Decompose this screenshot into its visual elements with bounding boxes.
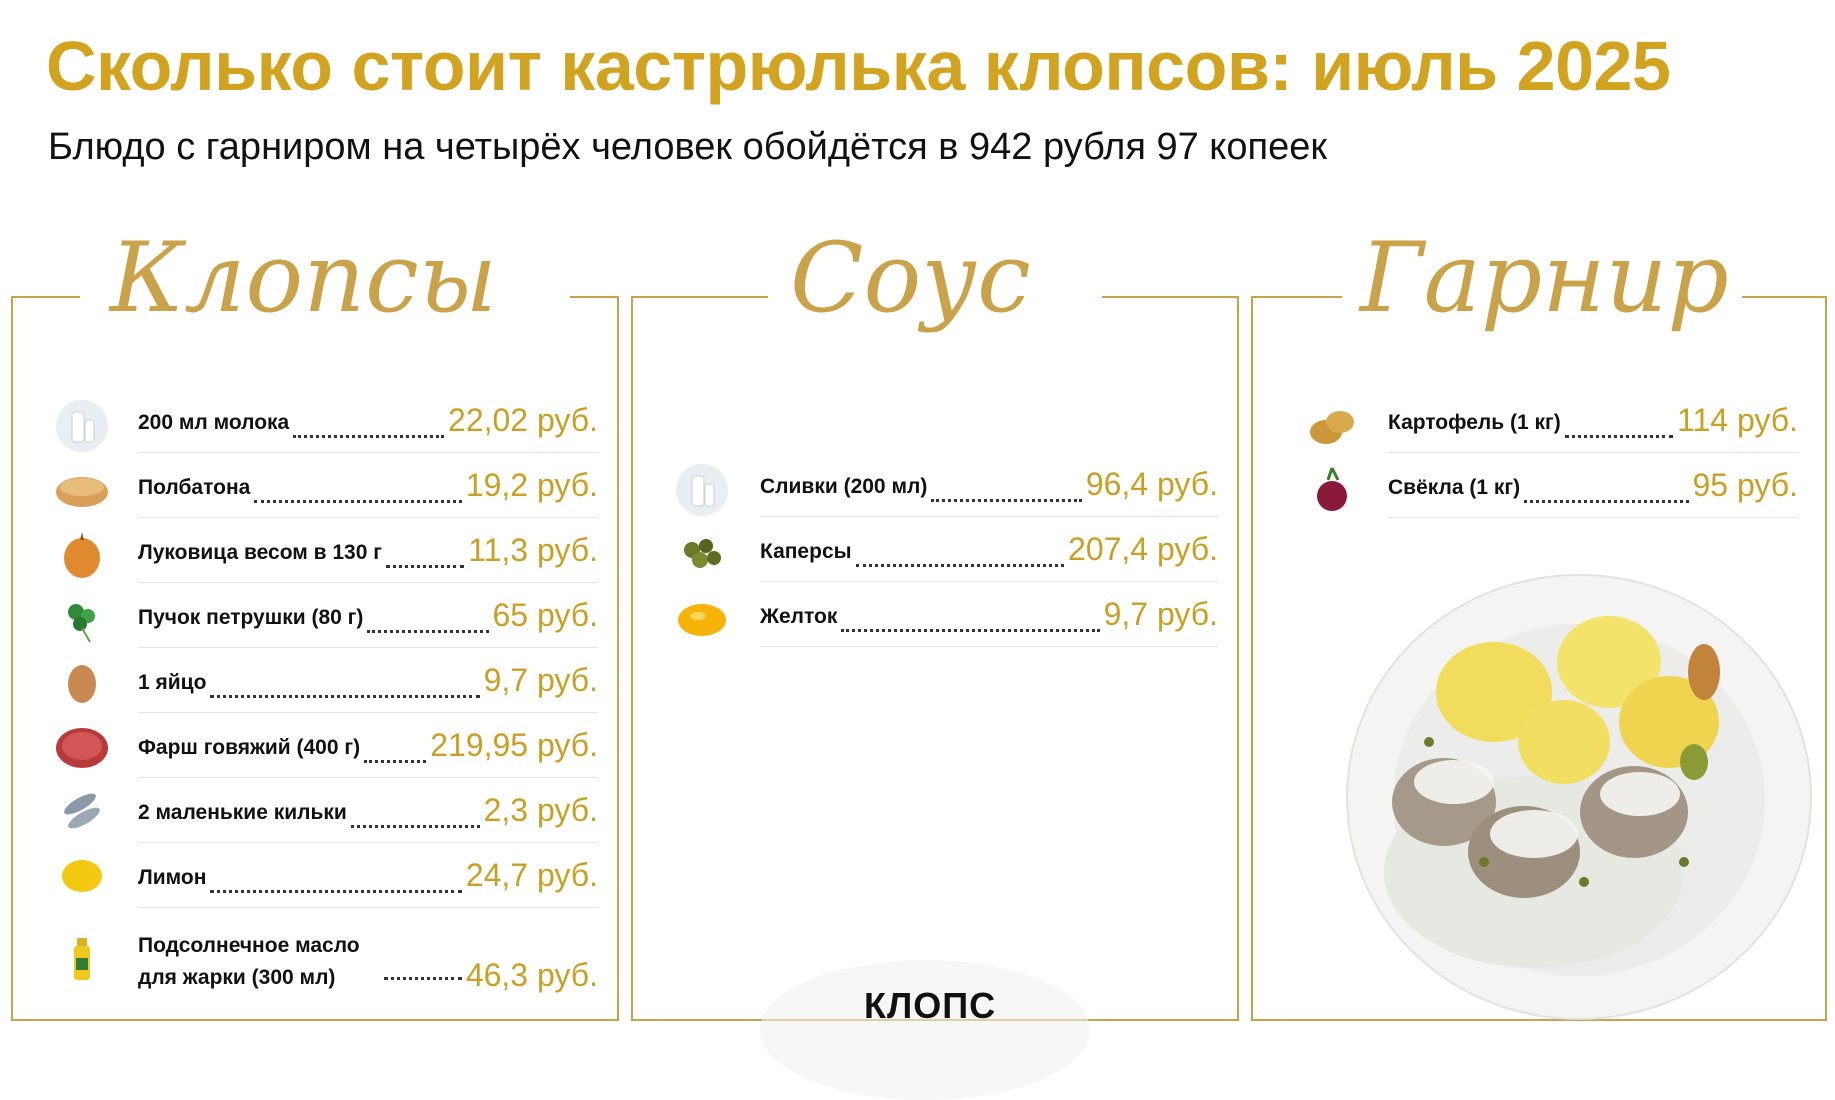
- ingredient-price: 65 руб.: [492, 596, 599, 633]
- list-item: Полбатона 19,2 руб.: [138, 453, 598, 518]
- list-item: Каперсы 207,4 руб.: [760, 517, 1218, 582]
- leader-dots: [210, 860, 462, 893]
- ingredient-price: 96,4 руб.: [1085, 465, 1218, 502]
- ingredient-name: Пучок петрушки (80 г): [138, 605, 364, 629]
- ingredient-name: Полбатона: [138, 475, 251, 499]
- ingredient-name-line2: для жарки (300 мл): [138, 966, 336, 989]
- ingredient-price: 219,95 руб.: [430, 726, 598, 763]
- minced-meat-icon: [54, 718, 110, 774]
- lemon-icon: [54, 846, 110, 902]
- leader-dots: [293, 405, 445, 438]
- ingredient-price: 207,4 руб.: [1068, 530, 1218, 567]
- ingredient-list-garnish: Картофель (1 кг) 114 руб. Свёкла (1 кг) …: [1388, 388, 1798, 518]
- page-title: Сколько стоит кастрюлька клопсов: июль 2…: [46, 27, 1671, 105]
- ingredient-price: 11,3 руб.: [468, 531, 598, 568]
- dish-plate-image: [1346, 574, 1812, 1020]
- oil-bottle-icon: [54, 930, 110, 986]
- list-item: 1 яйцо 9,7 руб.: [138, 648, 598, 713]
- leader-dots: [1524, 470, 1689, 503]
- leader-dots: [364, 730, 427, 763]
- list-item: Фарш говяжий (400 г) 219,95 руб.: [138, 713, 598, 778]
- page-subtitle: Блюдо с гарниром на четырёх человек обой…: [48, 126, 1327, 168]
- beet-icon: [1304, 462, 1360, 518]
- ingredient-name: Желток: [760, 604, 838, 628]
- brand-logo: КЛОПС: [864, 985, 997, 1026]
- list-item: Картофель (1 кг) 114 руб.: [1388, 388, 1798, 453]
- list-item: Лимон 24,7 руб.: [138, 843, 598, 908]
- egg-icon: [54, 654, 110, 710]
- capers-icon: [674, 526, 730, 582]
- ingredient-list-sauce: Сливки (200 мл) 96,4 руб. Каперсы 207,4 …: [760, 452, 1218, 647]
- milk-icon: [54, 398, 110, 454]
- ingredient-price: 95 руб.: [1692, 466, 1799, 503]
- ingredient-name: Подсолнечное масло: [138, 934, 360, 957]
- ingredient-name: Сливки (200 мл): [760, 474, 928, 498]
- ingredient-name: 200 мл молока: [138, 410, 290, 434]
- fish-icon: [54, 782, 110, 838]
- parsley-icon: [54, 590, 110, 646]
- list-item: Сливки (200 мл) 96,4 руб.: [760, 452, 1218, 517]
- ingredient-name-block: Подсолнечное масло для жарки (300 мл): [138, 930, 360, 994]
- ingredient-list-klopse: 200 мл молока 22,02 руб. Полбатона 19,2 …: [138, 388, 598, 1016]
- list-item: Желток 9,7 руб.: [760, 582, 1218, 647]
- ingredient-price: 2,3 руб.: [483, 791, 598, 828]
- leader-dots: [383, 947, 462, 980]
- ingredient-name: Свёкла (1 кг): [1388, 475, 1521, 499]
- ingredient-price: 24,7 руб.: [465, 856, 598, 893]
- ingredient-price: 22,02 руб.: [448, 401, 598, 438]
- leader-dots: [841, 599, 1100, 632]
- leader-dots: [385, 535, 465, 568]
- bread-icon: [54, 462, 110, 518]
- leader-dots: [367, 600, 489, 633]
- cream-icon: [674, 462, 730, 518]
- list-item: 200 мл молока 22,02 руб.: [138, 388, 598, 453]
- ingredient-name: Каперсы: [760, 539, 852, 563]
- list-item: Луковица весом в 130 г 11,3 руб.: [138, 518, 598, 583]
- list-item: Пучок петрушки (80 г) 65 руб.: [138, 583, 598, 648]
- list-item: Свёкла (1 кг) 95 руб.: [1388, 453, 1798, 518]
- ingredient-price: 114 руб.: [1677, 401, 1798, 438]
- leader-dots: [1564, 405, 1674, 438]
- ingredient-price: 9,7 руб.: [1103, 595, 1218, 632]
- column-heading-klopse: Клопсы: [110, 222, 497, 334]
- yolk-icon: [674, 590, 730, 646]
- list-item: Подсолнечное масло для жарки (300 мл) 46…: [138, 908, 598, 1016]
- leader-dots: [350, 795, 480, 828]
- ingredient-name: 1 яйцо: [138, 670, 207, 694]
- ingredient-name: Фарш говяжий (400 г): [138, 735, 361, 759]
- ingredient-name: Лимон: [138, 865, 207, 889]
- ingredient-price: 46,3 руб.: [465, 957, 598, 993]
- onion-icon: [54, 526, 110, 582]
- leader-dots: [254, 470, 462, 503]
- ingredient-name: Картофель (1 кг): [1388, 410, 1561, 434]
- ingredient-name: Луковица весом в 130 г: [138, 540, 382, 564]
- logo-backdrop: [760, 960, 1090, 1100]
- list-item: 2 маленькие кильки 2,3 руб.: [138, 778, 598, 843]
- ingredient-name: 2 маленькие кильки: [138, 800, 347, 824]
- column-heading-sauce: Соус: [790, 222, 1031, 334]
- potato-icon: [1304, 398, 1360, 454]
- leader-dots: [931, 469, 1082, 502]
- ingredient-price: 9,7 руб.: [483, 661, 598, 698]
- leader-dots: [855, 534, 1065, 567]
- leader-dots: [210, 665, 480, 698]
- column-heading-garnish: Гарнир: [1360, 222, 1729, 334]
- ingredient-price: 19,2 руб.: [465, 466, 598, 503]
